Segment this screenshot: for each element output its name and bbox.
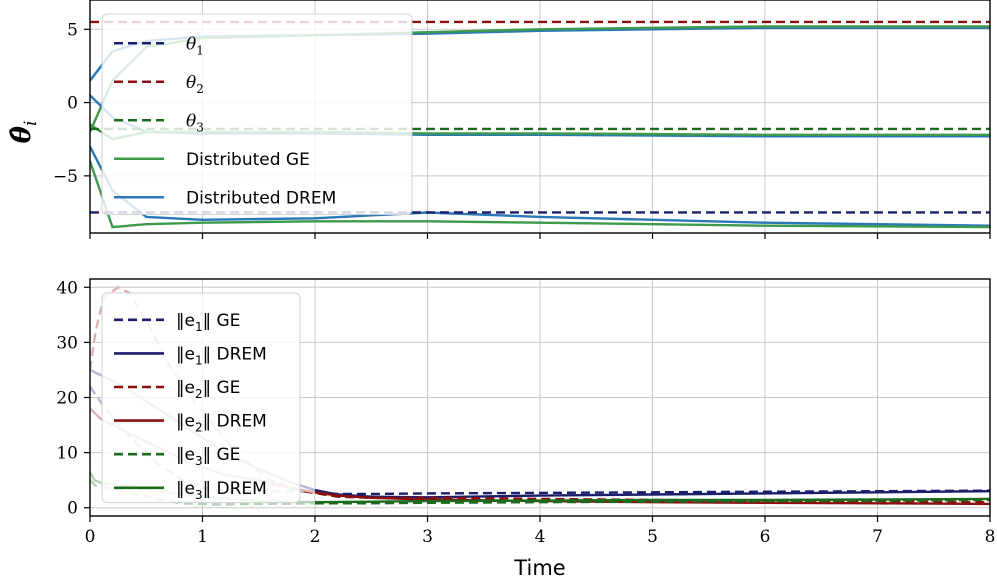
x-tick-label: 0 xyxy=(85,527,96,547)
top-y-axis-label: θ̂i xyxy=(7,121,41,144)
bottom-legend-label: ‖e1‖ DREM xyxy=(176,344,267,367)
top-y-tick-label: −5 xyxy=(53,167,78,187)
bottom-y-tick-label: 20 xyxy=(56,389,78,409)
error-line-5 xyxy=(315,498,990,505)
bottom-ticks: 0 1 2 3 4 5 6 7 8 40 30 20 10 0 xyxy=(56,278,995,547)
bottom-legend-label: ‖e2‖ GE xyxy=(176,378,240,401)
bottom-y-tick-label: 10 xyxy=(56,444,78,464)
top-y-axis-label-main: θ̂ xyxy=(7,125,37,143)
bottom-legend: ‖e1‖ GE ‖e1‖ DREM ‖e2‖ GE ‖e2‖ DREM ‖e3‖ GE ‖… xyxy=(101,292,301,504)
top-legend-label: Distributed GE xyxy=(186,150,310,170)
bottom-y-tick-label: 0 xyxy=(67,499,78,519)
top-y-tick-label: 5 xyxy=(67,20,78,40)
bottom-legend-label: ‖e2‖ DREM xyxy=(176,412,267,435)
x-tick-label: 3 xyxy=(422,527,433,547)
x-tick-label: 4 xyxy=(535,527,546,547)
bottom-y-tick-label: 30 xyxy=(56,333,78,353)
top-legend-box xyxy=(101,13,413,215)
error-line-6 xyxy=(314,497,990,504)
bottom-legend-box xyxy=(101,292,301,504)
top-ticks: 5 0 −5 xyxy=(53,20,991,239)
x-axis-label: Time xyxy=(513,556,565,580)
x-tick-label: 2 xyxy=(310,527,321,547)
x-tick-label: 7 xyxy=(872,527,883,547)
estimate-line-distributed-ge xyxy=(90,160,990,229)
bottom-y-tick-label: 40 xyxy=(56,278,78,298)
bottom-legend-label: ‖e3‖ DREM xyxy=(176,479,267,502)
x-tick-label: 6 xyxy=(760,527,771,547)
bottom-legend-label: ‖e1‖ GE xyxy=(176,311,240,334)
x-tick-label: 1 xyxy=(197,527,208,547)
top-y-axis-label-sub: i xyxy=(21,121,41,126)
bottom-chart-panel: 0 1 2 3 4 5 6 7 8 40 30 20 10 0 ‖e1‖ GE ‖e1‖ DREM ‖e2‖ … xyxy=(56,278,995,580)
error-line-1 xyxy=(314,489,990,496)
top-legend-label: Distributed DREM xyxy=(186,188,336,208)
bottom-legend-label: ‖e3‖ GE xyxy=(176,445,240,468)
x-tick-label: 8 xyxy=(985,527,996,547)
top-y-tick-label: 0 xyxy=(67,94,78,114)
x-tick-label: 5 xyxy=(647,527,658,547)
